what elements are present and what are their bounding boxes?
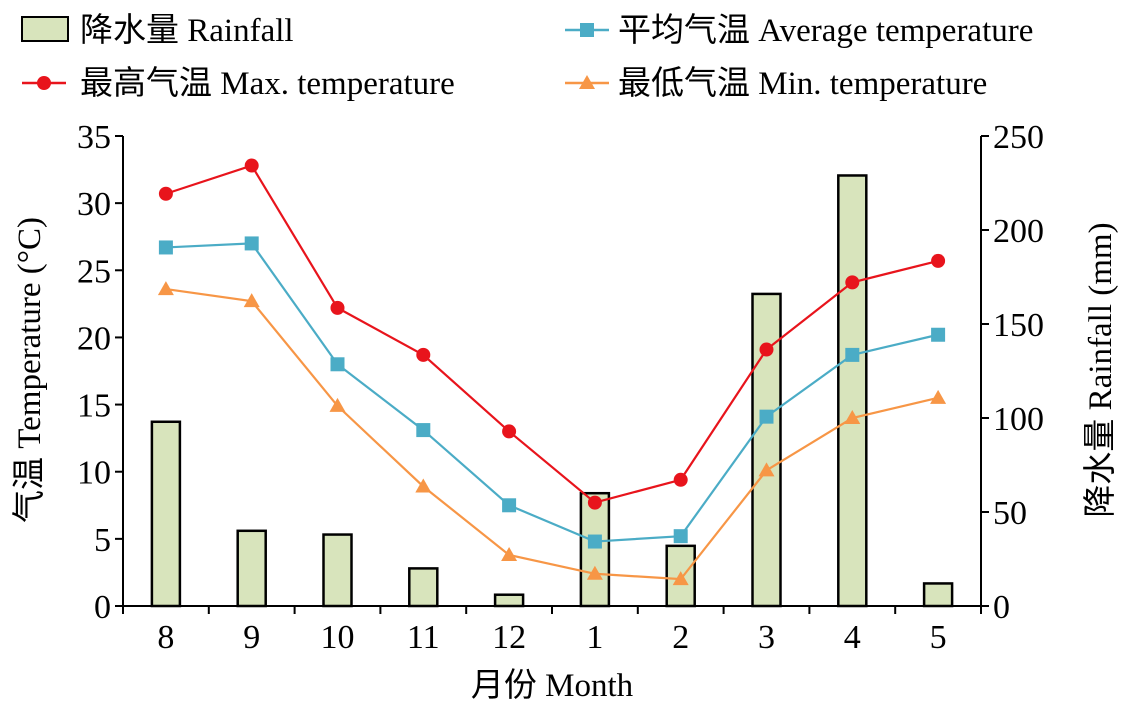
y-left-tick-label-15: 15 — [77, 388, 111, 425]
x-tick-label-1: 1 — [586, 619, 603, 656]
min-temperature-point-4 — [844, 410, 861, 424]
y-left-tick-label-25: 25 — [77, 253, 111, 290]
y-right-tick-label-250: 250 — [993, 119, 1044, 156]
x-tick-label-10: 10 — [321, 619, 355, 656]
avg-temperature-point-10 — [330, 357, 345, 372]
x-tick-label-4: 4 — [844, 619, 861, 656]
max-temperature-point-5 — [931, 253, 946, 268]
x-tick-label-12: 12 — [492, 619, 526, 656]
avg-temperature-point-8 — [158, 240, 173, 255]
legend-marker-min — [565, 75, 609, 89]
y-right-tick-label-0: 0 — [993, 589, 1010, 626]
min-temperature-point-9 — [243, 293, 260, 308]
avg-temperature-point-2 — [673, 529, 688, 544]
avg-temperature-point-3 — [759, 409, 774, 424]
y-left-tick-label-35: 35 — [77, 119, 111, 156]
x-tick-label-11: 11 — [407, 619, 440, 656]
avg-temperature-point-4 — [845, 347, 860, 362]
min-temperature-line — [165, 287, 939, 581]
max-temperature-point-11 — [416, 347, 431, 362]
y-left-tick-label-5: 5 — [94, 522, 111, 559]
avg-temperature-point-12 — [502, 498, 517, 513]
rainfall-bar-12 — [493, 593, 525, 608]
min-temperature-point-10 — [329, 397, 346, 412]
min-temperature-point-8 — [157, 281, 174, 296]
temperature-lines — [157, 158, 947, 586]
legend-marker-average — [565, 23, 609, 37]
y-left-tick-label-20: 20 — [77, 320, 111, 357]
min-temperature-point-3 — [758, 462, 775, 477]
min-temperature-point-1 — [586, 565, 603, 580]
avg-temperature-point-9 — [244, 236, 259, 251]
avg-temperature-line — [165, 242, 939, 543]
legend-marker-max — [22, 76, 66, 90]
y-left-tick-label-0: 0 — [94, 589, 111, 626]
y-right-tick-label-150: 150 — [993, 307, 1044, 344]
rainfall-bar-9 — [236, 529, 267, 608]
y-left-tick-label-30: 30 — [77, 186, 111, 223]
rainfall-bar-8 — [150, 420, 182, 608]
rainfall-bar-5 — [922, 582, 954, 608]
max-temperature-point-9 — [244, 158, 259, 173]
rainfall-bar-1 — [579, 491, 611, 608]
legend-swatch-rainfall — [21, 16, 69, 42]
max-temperature-point-4 — [845, 275, 860, 290]
legend-label-min: 最低气温 Min. temperature — [618, 65, 987, 102]
x-tick-label-8: 8 — [157, 619, 174, 656]
x-tick-label-9: 9 — [243, 619, 260, 656]
avg-temperature-point-1 — [587, 534, 602, 549]
max-temperature-point-1 — [587, 495, 602, 510]
rainfall-bar-11 — [408, 567, 439, 608]
rainfall-bar-4 — [837, 174, 868, 608]
y-right-tick-label-200: 200 — [993, 213, 1044, 250]
x-tick-label-5: 5 — [930, 619, 947, 656]
y-left-tick-label-10: 10 — [77, 455, 111, 492]
y-right-tick-label-100: 100 — [993, 401, 1044, 438]
max-temperature-point-8 — [158, 186, 173, 201]
y-axis-right-label: 降水量 Rainfall (mm) — [1082, 222, 1119, 517]
legend-label-rainfall: 降水量 Rainfall — [80, 12, 294, 49]
y-right-tick-label-50: 50 — [993, 495, 1027, 532]
rainfall-bars — [150, 174, 954, 608]
max-temperature-point-10 — [330, 300, 345, 315]
max-temperature-point-3 — [759, 342, 774, 357]
max-temperature-point-12 — [502, 424, 517, 439]
legend: 降水量 Rainfall 平均气温 Average temperature 最高… — [21, 12, 1033, 102]
legend-label-max: 最高气温 Max. temperature — [80, 65, 455, 102]
x-tick-label-2: 2 — [672, 619, 689, 656]
x-tick-label-3: 3 — [758, 619, 775, 656]
x-axis-label: 月份 Month — [471, 667, 634, 704]
max-temperature-point-2 — [673, 472, 688, 487]
max-temperature-line — [165, 164, 939, 504]
min-temperature-point-2 — [672, 571, 689, 586]
avg-temperature-point-5 — [931, 327, 946, 342]
avg-temperature-point-11 — [416, 423, 431, 438]
y-axis-left-label: 气温 Temperature (°C) — [11, 217, 48, 523]
rainfall-bar-10 — [322, 533, 353, 608]
legend-label-average: 平均气温 Average temperature — [618, 12, 1033, 49]
min-temperature-point-11 — [415, 478, 432, 493]
min-temperature-point-5 — [930, 389, 947, 404]
min-temperature-point-12 — [501, 546, 518, 561]
